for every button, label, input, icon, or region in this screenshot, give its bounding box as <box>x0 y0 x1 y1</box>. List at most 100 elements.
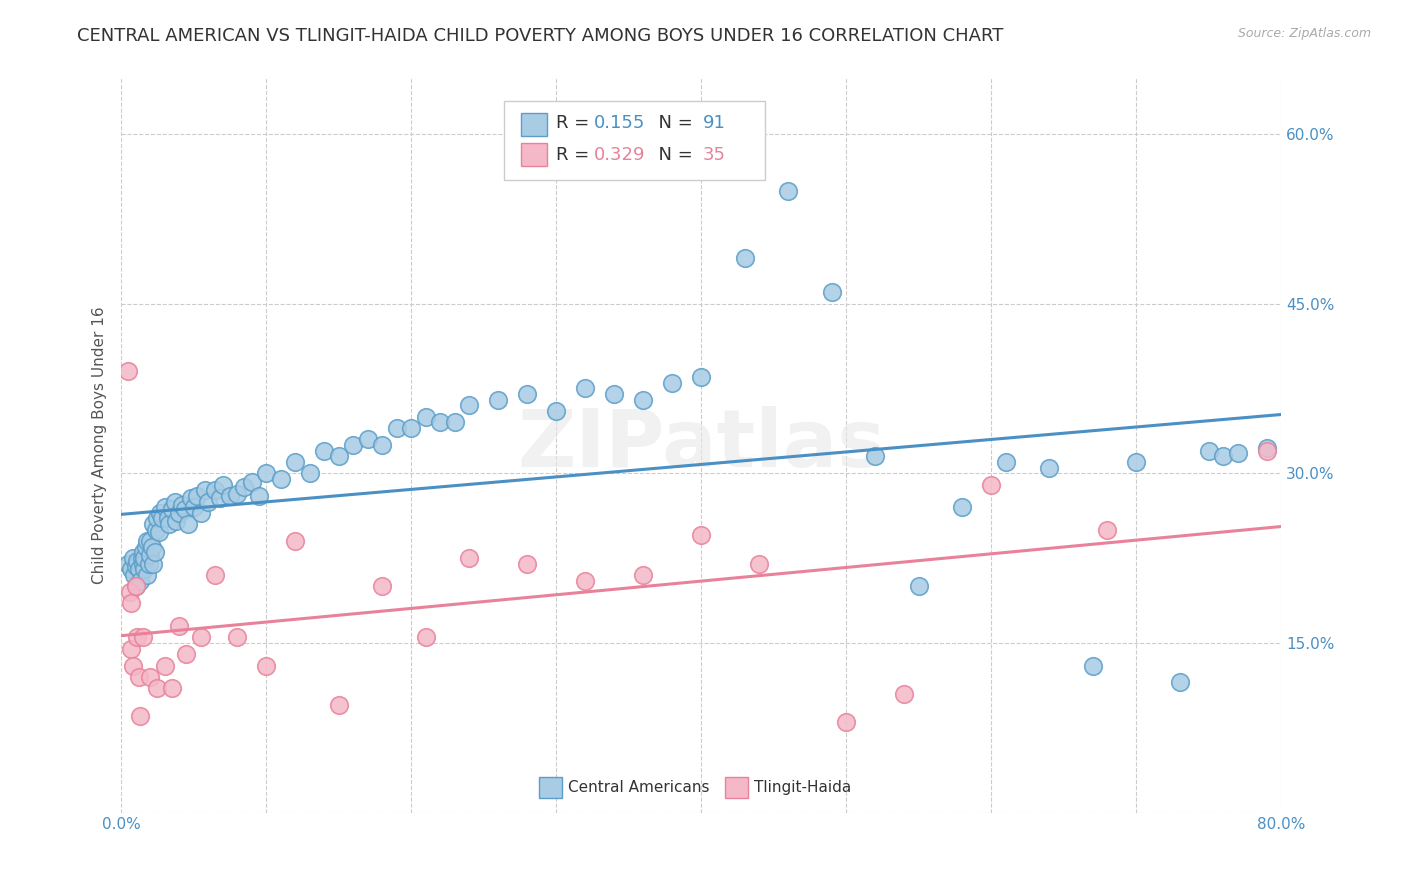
Point <box>117 557 139 571</box>
Point <box>1256 443 1278 458</box>
Text: CENTRAL AMERICAN VS TLINGIT-HAIDA CHILD POVERTY AMONG BOYS UNDER 16 CORRELATION : CENTRAL AMERICAN VS TLINGIT-HAIDA CHILD … <box>77 27 1004 45</box>
Point <box>142 517 165 532</box>
Point <box>127 630 149 644</box>
Point <box>401 421 423 435</box>
Point <box>371 579 394 593</box>
Point <box>117 364 139 378</box>
Point <box>120 562 142 576</box>
Point <box>131 551 153 566</box>
Point <box>233 480 256 494</box>
Point <box>247 489 270 503</box>
Point <box>661 376 683 390</box>
Point <box>153 500 176 515</box>
FancyBboxPatch shape <box>522 112 547 136</box>
Point <box>160 502 183 516</box>
Point <box>574 381 596 395</box>
Text: N =: N = <box>647 145 699 163</box>
Point <box>139 670 162 684</box>
Point <box>371 438 394 452</box>
Point <box>176 647 198 661</box>
Point <box>1198 443 1220 458</box>
Text: 91: 91 <box>703 114 725 132</box>
FancyBboxPatch shape <box>538 777 562 797</box>
Point <box>284 455 307 469</box>
Point <box>328 450 350 464</box>
Point <box>149 506 172 520</box>
Point <box>129 709 152 723</box>
Point <box>143 545 166 559</box>
Point <box>1256 442 1278 456</box>
Point <box>122 568 145 582</box>
Point <box>748 557 770 571</box>
FancyBboxPatch shape <box>505 101 765 180</box>
Point <box>174 502 197 516</box>
Point <box>328 698 350 712</box>
FancyBboxPatch shape <box>724 777 748 797</box>
Point <box>690 528 713 542</box>
Point <box>734 252 756 266</box>
Point <box>298 467 321 481</box>
Point <box>167 619 190 633</box>
Point <box>132 630 155 644</box>
Point <box>120 596 142 610</box>
Point <box>186 489 208 503</box>
Point <box>125 579 148 593</box>
Point <box>127 554 149 568</box>
Point <box>138 557 160 571</box>
Point <box>194 483 217 498</box>
Point <box>821 285 844 300</box>
Point <box>163 494 186 508</box>
Point <box>443 416 465 430</box>
Point <box>128 670 150 684</box>
Point <box>128 562 150 576</box>
Point <box>125 559 148 574</box>
Point <box>121 658 143 673</box>
Point <box>429 416 451 430</box>
Point <box>778 184 800 198</box>
Point <box>125 579 148 593</box>
Text: R =: R = <box>557 114 595 132</box>
Point <box>254 658 277 673</box>
Point <box>516 387 538 401</box>
Point <box>835 714 858 729</box>
Point <box>136 534 159 549</box>
Point <box>980 477 1002 491</box>
Point <box>893 687 915 701</box>
Point <box>177 517 200 532</box>
Point <box>633 568 655 582</box>
Text: ZIPatlas: ZIPatlas <box>517 406 886 484</box>
Point <box>240 475 263 490</box>
Point <box>135 540 157 554</box>
Point <box>120 641 142 656</box>
Point <box>172 498 194 512</box>
Point <box>574 574 596 588</box>
Point <box>546 404 568 418</box>
Point <box>141 540 163 554</box>
Point <box>208 491 231 505</box>
Point <box>950 500 973 515</box>
Point <box>211 477 233 491</box>
Point <box>146 681 169 695</box>
Point <box>134 551 156 566</box>
Point <box>226 630 249 644</box>
Point <box>633 392 655 407</box>
Point <box>342 438 364 452</box>
Point <box>314 443 336 458</box>
Point <box>458 398 481 412</box>
Point <box>165 514 187 528</box>
Point <box>994 455 1017 469</box>
Point <box>690 370 713 384</box>
Point <box>197 494 219 508</box>
Point <box>204 483 226 498</box>
Point <box>415 409 437 424</box>
Point <box>1081 658 1104 673</box>
Point <box>219 489 242 503</box>
Point <box>145 523 167 537</box>
Point <box>129 574 152 588</box>
Point <box>160 681 183 695</box>
Point <box>150 511 173 525</box>
Point <box>132 545 155 559</box>
Point <box>139 548 162 562</box>
Point <box>167 506 190 520</box>
Point <box>132 557 155 571</box>
